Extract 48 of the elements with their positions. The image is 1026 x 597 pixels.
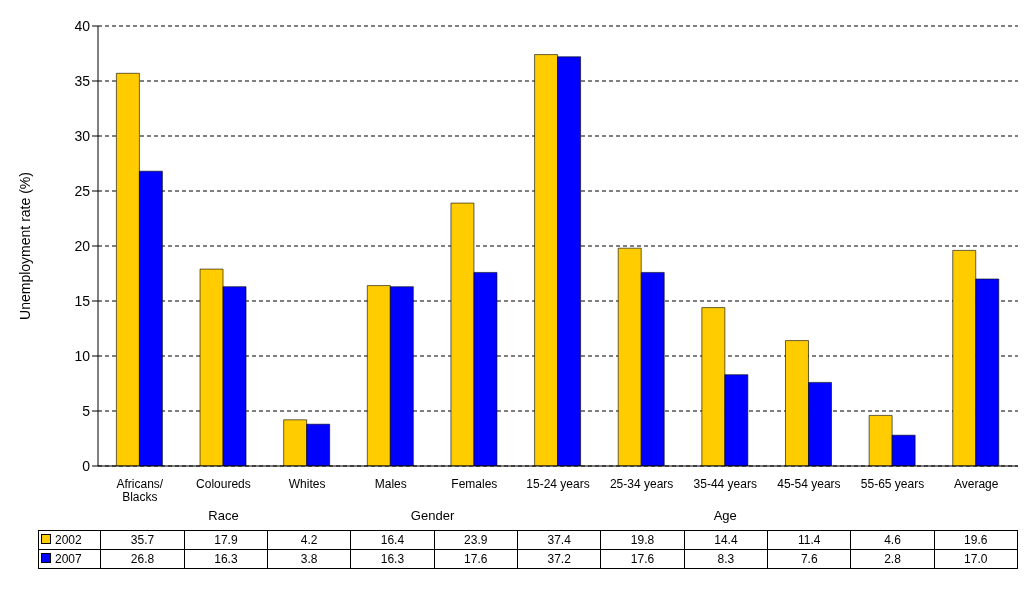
- data-label: 17.0: [934, 549, 1018, 569]
- data-label: 37.2: [517, 549, 601, 569]
- data-label: 4.2: [267, 530, 351, 550]
- y-tick-label: 40: [74, 17, 91, 34]
- data-label: 16.4: [350, 530, 435, 550]
- data-label: 7.6: [767, 549, 851, 569]
- text: Age: [712, 508, 738, 523]
- data-label: 16.3: [184, 549, 268, 569]
- data-label: 19.6: [934, 530, 1018, 550]
- data-label: 3.8: [267, 549, 351, 569]
- data-label: 35.7: [100, 530, 185, 550]
- data-label: 23.9: [434, 530, 518, 550]
- y-tick-label: 20: [74, 237, 91, 254]
- y-axis-title: Unemployment rate (%): [16, 172, 33, 320]
- data-label: 37.4: [517, 530, 601, 550]
- y-tick-label: 10: [74, 347, 91, 364]
- x-tick-label: 35-44 years: [693, 477, 757, 491]
- data-label: 17.6: [434, 549, 518, 569]
- x-tick-label: 55-65 years: [860, 477, 925, 491]
- x-tick-label: 15-24 years: [526, 477, 590, 491]
- legend-label: 2007: [38, 549, 101, 569]
- data-label: 16.3: [350, 549, 435, 569]
- data-label: 19.8: [600, 530, 685, 550]
- x-tick-label: Whites: [288, 477, 326, 491]
- x-tick-label: Males: [374, 477, 407, 491]
- text: Gender: [409, 508, 456, 523]
- y-tick-label: 0: [82, 457, 91, 474]
- data-label: 17.6: [600, 549, 685, 569]
- data-label: 11.4: [767, 530, 851, 550]
- x-tick-label: Average: [953, 477, 999, 491]
- data-label: 2.8: [850, 549, 935, 569]
- data-label: 8.3: [684, 549, 768, 569]
- x-tick-label: 25-34 years: [609, 477, 674, 491]
- data-label: 26.8: [100, 549, 185, 569]
- x-tick-label: Africans/ Blacks: [116, 477, 164, 504]
- y-tick-label: 5: [82, 402, 91, 419]
- legend-label: 2002: [38, 530, 101, 550]
- data-label: 17.9: [184, 530, 268, 550]
- x-tick-label: Coloureds: [196, 477, 251, 491]
- data-label: 14.4: [684, 530, 768, 550]
- data-label: 4.6: [850, 530, 935, 550]
- text: Race: [207, 508, 240, 523]
- x-tick-label: Females: [451, 477, 498, 491]
- y-tick-label: 25: [74, 182, 91, 199]
- y-tick-label: 30: [74, 127, 91, 144]
- y-tick-label: 15: [74, 292, 91, 309]
- y-tick-label: 35: [74, 72, 91, 89]
- x-tick-label: 45-54 years: [777, 477, 841, 491]
